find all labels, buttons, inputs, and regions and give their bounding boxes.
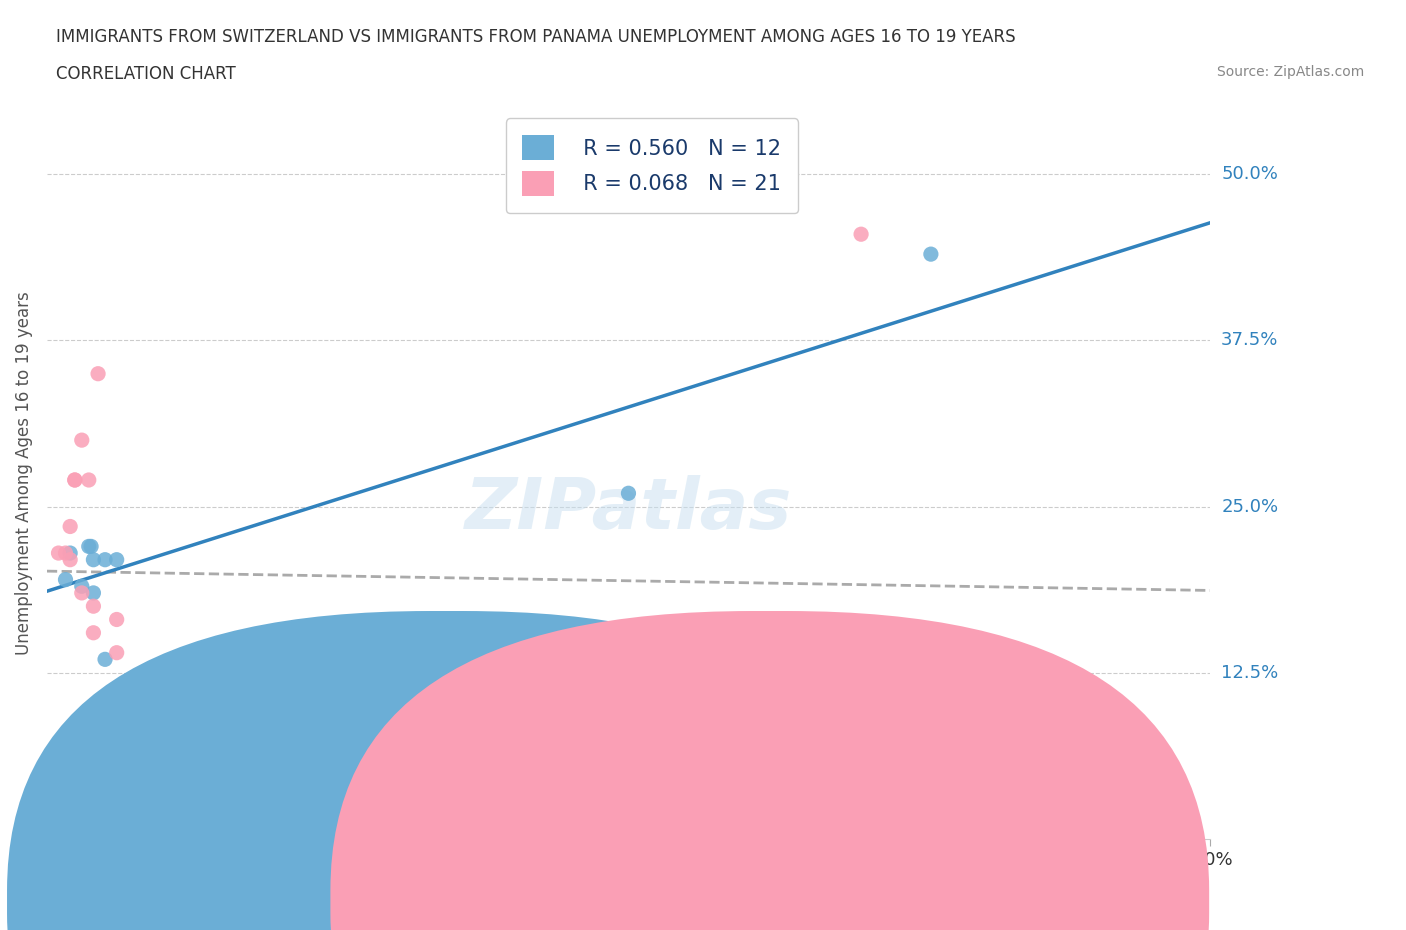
Point (70, 432, 93, 447)
Point (82, 625, 104, 640)
Text: 50.0%: 50.0% (1222, 166, 1278, 183)
Point (77, 472, 100, 487)
Point (59, 519, 82, 534)
Text: IMMIGRANTS FROM SWITZERLAND VS IMMIGRANTS FROM PANAMA UNEMPLOYMENT AMONG AGES 16: IMMIGRANTS FROM SWITZERLAND VS IMMIGRANT… (56, 28, 1017, 46)
Point (82, 552, 104, 567)
Point (70, 586, 93, 601)
Point (70, 578, 93, 593)
Point (59, 546, 82, 561)
Point (617, 485, 640, 500)
Point (920, 246, 942, 261)
Point (849, 227, 872, 242)
Point (55, 572, 77, 587)
Point (1059, 718, 1081, 733)
Point (87, 366, 110, 381)
Text: 25.0%: 25.0% (1222, 498, 1278, 515)
Text: Immigrants from Panama: Immigrants from Panama (766, 889, 977, 907)
Text: CORRELATION CHART: CORRELATION CHART (56, 65, 236, 83)
Point (105, 552, 128, 567)
Legend:   R = 0.560   N = 12,   R = 0.068   N = 21: R = 0.560 N = 12, R = 0.068 N = 21 (506, 118, 797, 213)
Text: 37.5%: 37.5% (1222, 331, 1278, 350)
Point (80, 539, 103, 554)
Text: 12.5%: 12.5% (1222, 664, 1278, 682)
Point (82, 599, 104, 614)
Point (245, 745, 267, 760)
Y-axis label: Unemployment Among Ages 16 to 19 years: Unemployment Among Ages 16 to 19 years (15, 291, 32, 656)
Point (94, 552, 117, 567)
Text: Immigrants from Switzerland: Immigrants from Switzerland (413, 889, 655, 907)
Point (63, 472, 86, 487)
Text: Source: ZipAtlas.com: Source: ZipAtlas.com (1216, 65, 1364, 79)
Point (63, 472, 86, 487)
Point (59, 552, 82, 567)
Text: ZIPatlas: ZIPatlas (465, 475, 792, 544)
Point (55, 546, 77, 561)
Point (198, 679, 221, 694)
Point (176, 705, 198, 720)
Point (94, 652, 117, 667)
Point (77, 539, 100, 554)
Point (385, 718, 408, 733)
Point (105, 645, 128, 660)
Point (82, 586, 104, 601)
Point (105, 612, 128, 627)
Point (48, 546, 70, 561)
Point (361, 658, 384, 673)
